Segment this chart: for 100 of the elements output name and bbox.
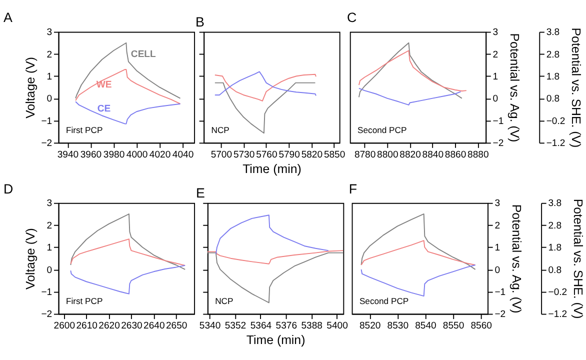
y-tick-label: −1	[494, 286, 506, 298]
y-tick-label: 3	[46, 27, 52, 38]
x-tick-label: 2600	[54, 320, 76, 332]
x-tick-label: 5850	[324, 149, 346, 160]
x-tick-label: 2610	[76, 320, 98, 332]
chart-title: A	[3, 10, 12, 26]
y-tick-label: 1	[494, 242, 500, 254]
y-axis-title: Voltage (V)	[24, 57, 38, 118]
x-tick-label: 5700	[210, 149, 232, 160]
x-tick-label: 8860	[444, 149, 466, 160]
annotation: First PCP	[66, 125, 103, 136]
x-tick-label: 5364	[250, 320, 272, 332]
x-tick-label: 8880	[468, 149, 489, 160]
x-tick-label: 5400	[326, 320, 348, 332]
series-label: WE	[96, 80, 112, 91]
x-tick-label: 5340	[199, 320, 221, 332]
y-tick-label: 2	[494, 220, 500, 232]
y-tick-label: 1	[492, 71, 498, 82]
y-tick-label: 3	[494, 198, 500, 210]
chart-title: B	[195, 14, 204, 30]
x-tick-label: 5790	[278, 149, 300, 160]
y3-tick-label: 0.8	[548, 264, 562, 276]
y3-tick-label: 0.8	[546, 94, 560, 105]
x-tick-label: 8800	[377, 149, 398, 160]
x-tick-label: 8540	[415, 320, 436, 332]
y-tick-label: 0	[494, 264, 500, 276]
x-tick-label: 8840	[422, 149, 444, 160]
x-tick-label: 8520	[359, 320, 381, 332]
annotation: Second PCP	[359, 296, 409, 306]
line-series	[70, 214, 186, 270]
line-series	[358, 88, 462, 106]
y-axis-title: Voltage (V)	[24, 228, 38, 290]
x-tick-label: 5820	[301, 149, 323, 160]
x-tick-label: 2620	[98, 320, 120, 332]
y-tick-label: −2	[492, 138, 504, 150]
series-label: CE	[97, 103, 111, 114]
line-series	[360, 240, 476, 266]
y-tick-label: 0	[46, 264, 52, 276]
x-tick-label: 4040	[172, 149, 194, 160]
y-tick-label: 0	[46, 94, 52, 105]
line-series	[70, 238, 186, 266]
line-series	[360, 214, 476, 270]
x-tick-label: 5730	[233, 149, 255, 160]
y3-tick-label: 3.8	[548, 198, 562, 210]
y3-tick-label: 1.8	[548, 242, 562, 254]
x-tick-label: 5388	[301, 320, 322, 332]
x-tick-label: 5376	[276, 320, 298, 332]
chart-title: D	[3, 181, 14, 196]
y-tick-label: 1	[46, 71, 52, 82]
x-tick-label: 3940	[57, 149, 79, 160]
x-tick-label: 2650	[166, 320, 188, 332]
y3-tick-label: 2.8	[546, 49, 560, 60]
line-series	[358, 50, 467, 92]
line-series	[75, 42, 181, 99]
y-tick-label: −1	[492, 116, 504, 127]
y-tick-label: 3	[492, 27, 498, 38]
x-tick-label: 4000	[126, 149, 148, 160]
y-tick-label: 0	[492, 94, 498, 105]
line-series	[70, 264, 186, 294]
y-tick-label: 2	[46, 49, 52, 60]
x-axis-title: Time (min)	[246, 332, 306, 347]
x-tick-label: 2640	[144, 320, 165, 332]
y3-tick-label: −0.2	[546, 116, 566, 127]
y-axis-title: Potential vs. Ag. (V)	[509, 204, 524, 314]
y-tick-label: −2	[41, 309, 52, 320]
x-tick-label: 8780	[354, 149, 376, 160]
y-tick-label: −1	[41, 116, 52, 127]
annotation: NCP	[215, 296, 234, 306]
annotation: Second PCP	[358, 125, 407, 136]
annotation: NCP	[211, 125, 230, 136]
y-tick-label: 3	[46, 198, 52, 210]
x-tick-label: 5760	[256, 149, 278, 160]
x-tick-label: 5352	[224, 320, 246, 332]
y3-tick-label: −1.2	[548, 309, 568, 320]
y3-tick-label: 1.8	[546, 71, 560, 82]
y3-tick-label: 3.8	[546, 27, 560, 38]
y3-tick-label: 2.8	[548, 220, 562, 232]
chart-title: C	[347, 10, 358, 26]
series-label: CELL	[130, 49, 156, 60]
y-axis-title: Potential vs. Ag. (V)	[507, 33, 522, 142]
x-tick-label: 3980	[103, 149, 125, 160]
y3-tick-label: −1.2	[546, 138, 566, 150]
x-tick-label: 2630	[121, 320, 142, 332]
line-series	[360, 264, 476, 297]
x-tick-label: 8560	[470, 320, 492, 332]
y3-tick-label: −0.2	[548, 286, 568, 298]
y3-axis-title: Potential vs. SHE. (V)	[568, 28, 583, 148]
y-tick-label: −2	[494, 309, 506, 320]
line-series	[358, 42, 462, 99]
line-series	[75, 101, 181, 124]
x-tick-label: 8820	[400, 149, 421, 160]
y-tick-label: −2	[41, 138, 52, 150]
x-tick-label: 4020	[149, 149, 171, 160]
x-tick-label: 8550	[442, 320, 464, 332]
y-tick-label: −1	[41, 286, 52, 298]
x-tick-label: 3960	[80, 149, 102, 160]
annotation: First PCP	[66, 296, 103, 306]
y3-axis-title: Potential vs. SHE. (V)	[570, 198, 585, 319]
y-tick-label: 2	[46, 220, 52, 232]
line-series	[75, 69, 181, 104]
